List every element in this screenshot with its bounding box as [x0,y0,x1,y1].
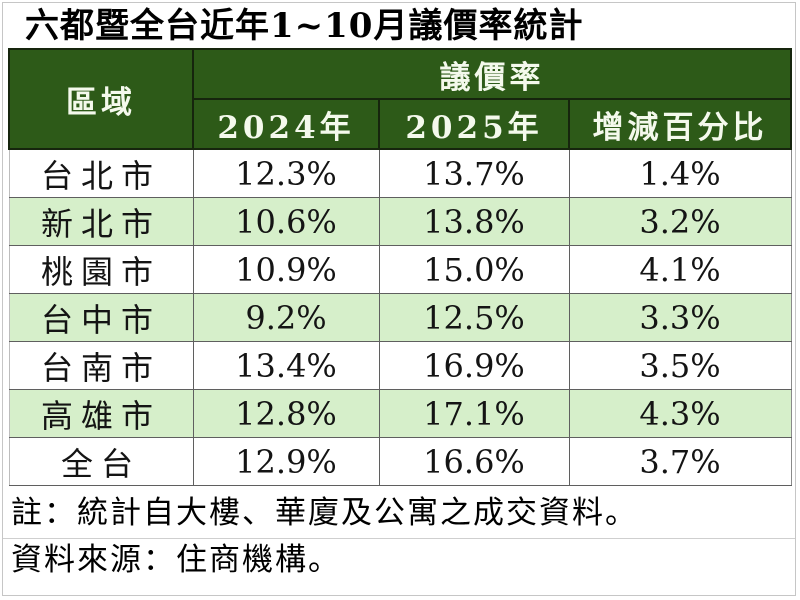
col-header-2025: 2025年 [378,98,570,150]
region-cell: 新北市 [8,197,194,246]
col-header-2024: 2024年 [192,98,380,150]
footnote-source: 資料來源：住商機構。 [3,538,795,581]
table-row-kaohsiung: 高雄市 12.8% 17.1% 4.3% [8,389,792,438]
region-cell: 高雄市 [8,389,194,438]
table-row-taoyuan: 桃園市 10.9% 15.0% 4.1% [8,245,792,294]
footnote-data-scope: 註：統計自大樓、華廈及公寓之成交資料。 [11,495,638,531]
group-header-negotiation-rate: 議價率 [191,48,793,100]
rate-2024-cell: 13.4% [192,341,380,390]
table-row-taichung: 台中市 9.2% 12.5% 3.3% [8,293,792,342]
region-cell: 全台 [8,437,194,486]
diff-cell: 1.4% [568,148,792,198]
rate-2025-cell: 13.7% [378,148,570,198]
rate-2025-cell: 13.8% [378,197,570,246]
diff-cell: 4.1% [568,245,792,294]
rate-2024-cell: 10.9% [192,245,380,294]
rate-2025-cell: 12.5% [378,293,570,342]
diff-cell: 3.3% [568,293,792,342]
page-title: 六都暨全台近年1~10月議價率統計 [25,6,584,46]
table-row-taipei: 台北市 12.3% 13.7% 1.4% [8,148,792,198]
region-cell: 台南市 [8,341,194,390]
rate-2025-cell: 15.0% [378,245,570,294]
rate-2024-cell: 10.6% [192,197,380,246]
diff-cell: 3.5% [568,341,792,390]
diff-cell: 3.7% [568,437,792,486]
table-body: 台北市 12.3% 13.7% 1.4% 新北市 10.6% 13.8% 3.2… [8,148,792,486]
col-header-region: 區域 [8,48,194,150]
table-row-nationwide: 全台 12.9% 16.6% 3.7% [8,437,792,486]
rate-2024-cell: 12.3% [192,148,380,198]
rate-2025-cell: 16.9% [378,341,570,390]
region-cell: 台中市 [8,293,194,342]
table-row-tainan: 台南市 13.4% 16.9% 3.5% [8,341,792,390]
region-cell: 桃園市 [8,245,194,294]
diff-cell: 3.2% [568,197,792,246]
table-header: 區域 議價率 2024年 2025年 增減百分比 [8,48,793,150]
negotiation-rate-table: 區域 議價率 2024年 2025年 增減百分比 台北市 12.3% 13.7%… [8,48,793,486]
rate-2025-cell: 16.6% [378,437,570,486]
region-cell: 台北市 [8,148,194,198]
col-header-diff: 增減百分比 [567,98,793,150]
rate-2024-cell: 9.2% [192,293,380,342]
rate-2024-cell: 12.8% [192,389,380,438]
rate-2025-cell: 17.1% [378,389,570,438]
rate-2024-cell: 12.9% [192,437,380,486]
table-row-newtaipei: 新北市 10.6% 13.8% 3.2% [8,197,792,246]
diff-cell: 4.3% [568,389,792,438]
